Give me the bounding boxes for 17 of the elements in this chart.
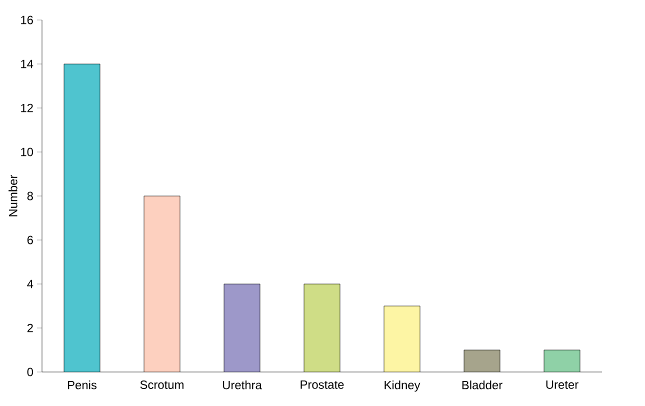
x-tick-label: Penis	[68, 380, 97, 390]
x-tick-label: Kidney	[384, 380, 420, 392]
y-axis-title: Number	[8, 174, 18, 216]
y-tick-label: 0	[27, 368, 34, 376]
x-tick-label: Prostate	[300, 380, 344, 389]
y-tick-label: 2	[27, 324, 33, 332]
x-tick-label: Urethra	[222, 380, 262, 390]
y-tick-label: 16	[21, 16, 33, 24]
x-tick-label: Ureter	[546, 380, 578, 389]
y-tick-label: 12	[21, 104, 33, 112]
y-tick-label: 10	[21, 148, 34, 156]
x-tick-label: Bladder	[462, 380, 502, 390]
y-tick-label: 4	[27, 280, 34, 288]
x-tick-label: Scrotum	[140, 380, 184, 389]
y-tick-label: 14	[21, 60, 34, 68]
y-tick-label: 6	[27, 236, 33, 244]
y-tick-label: 8	[27, 192, 33, 200]
